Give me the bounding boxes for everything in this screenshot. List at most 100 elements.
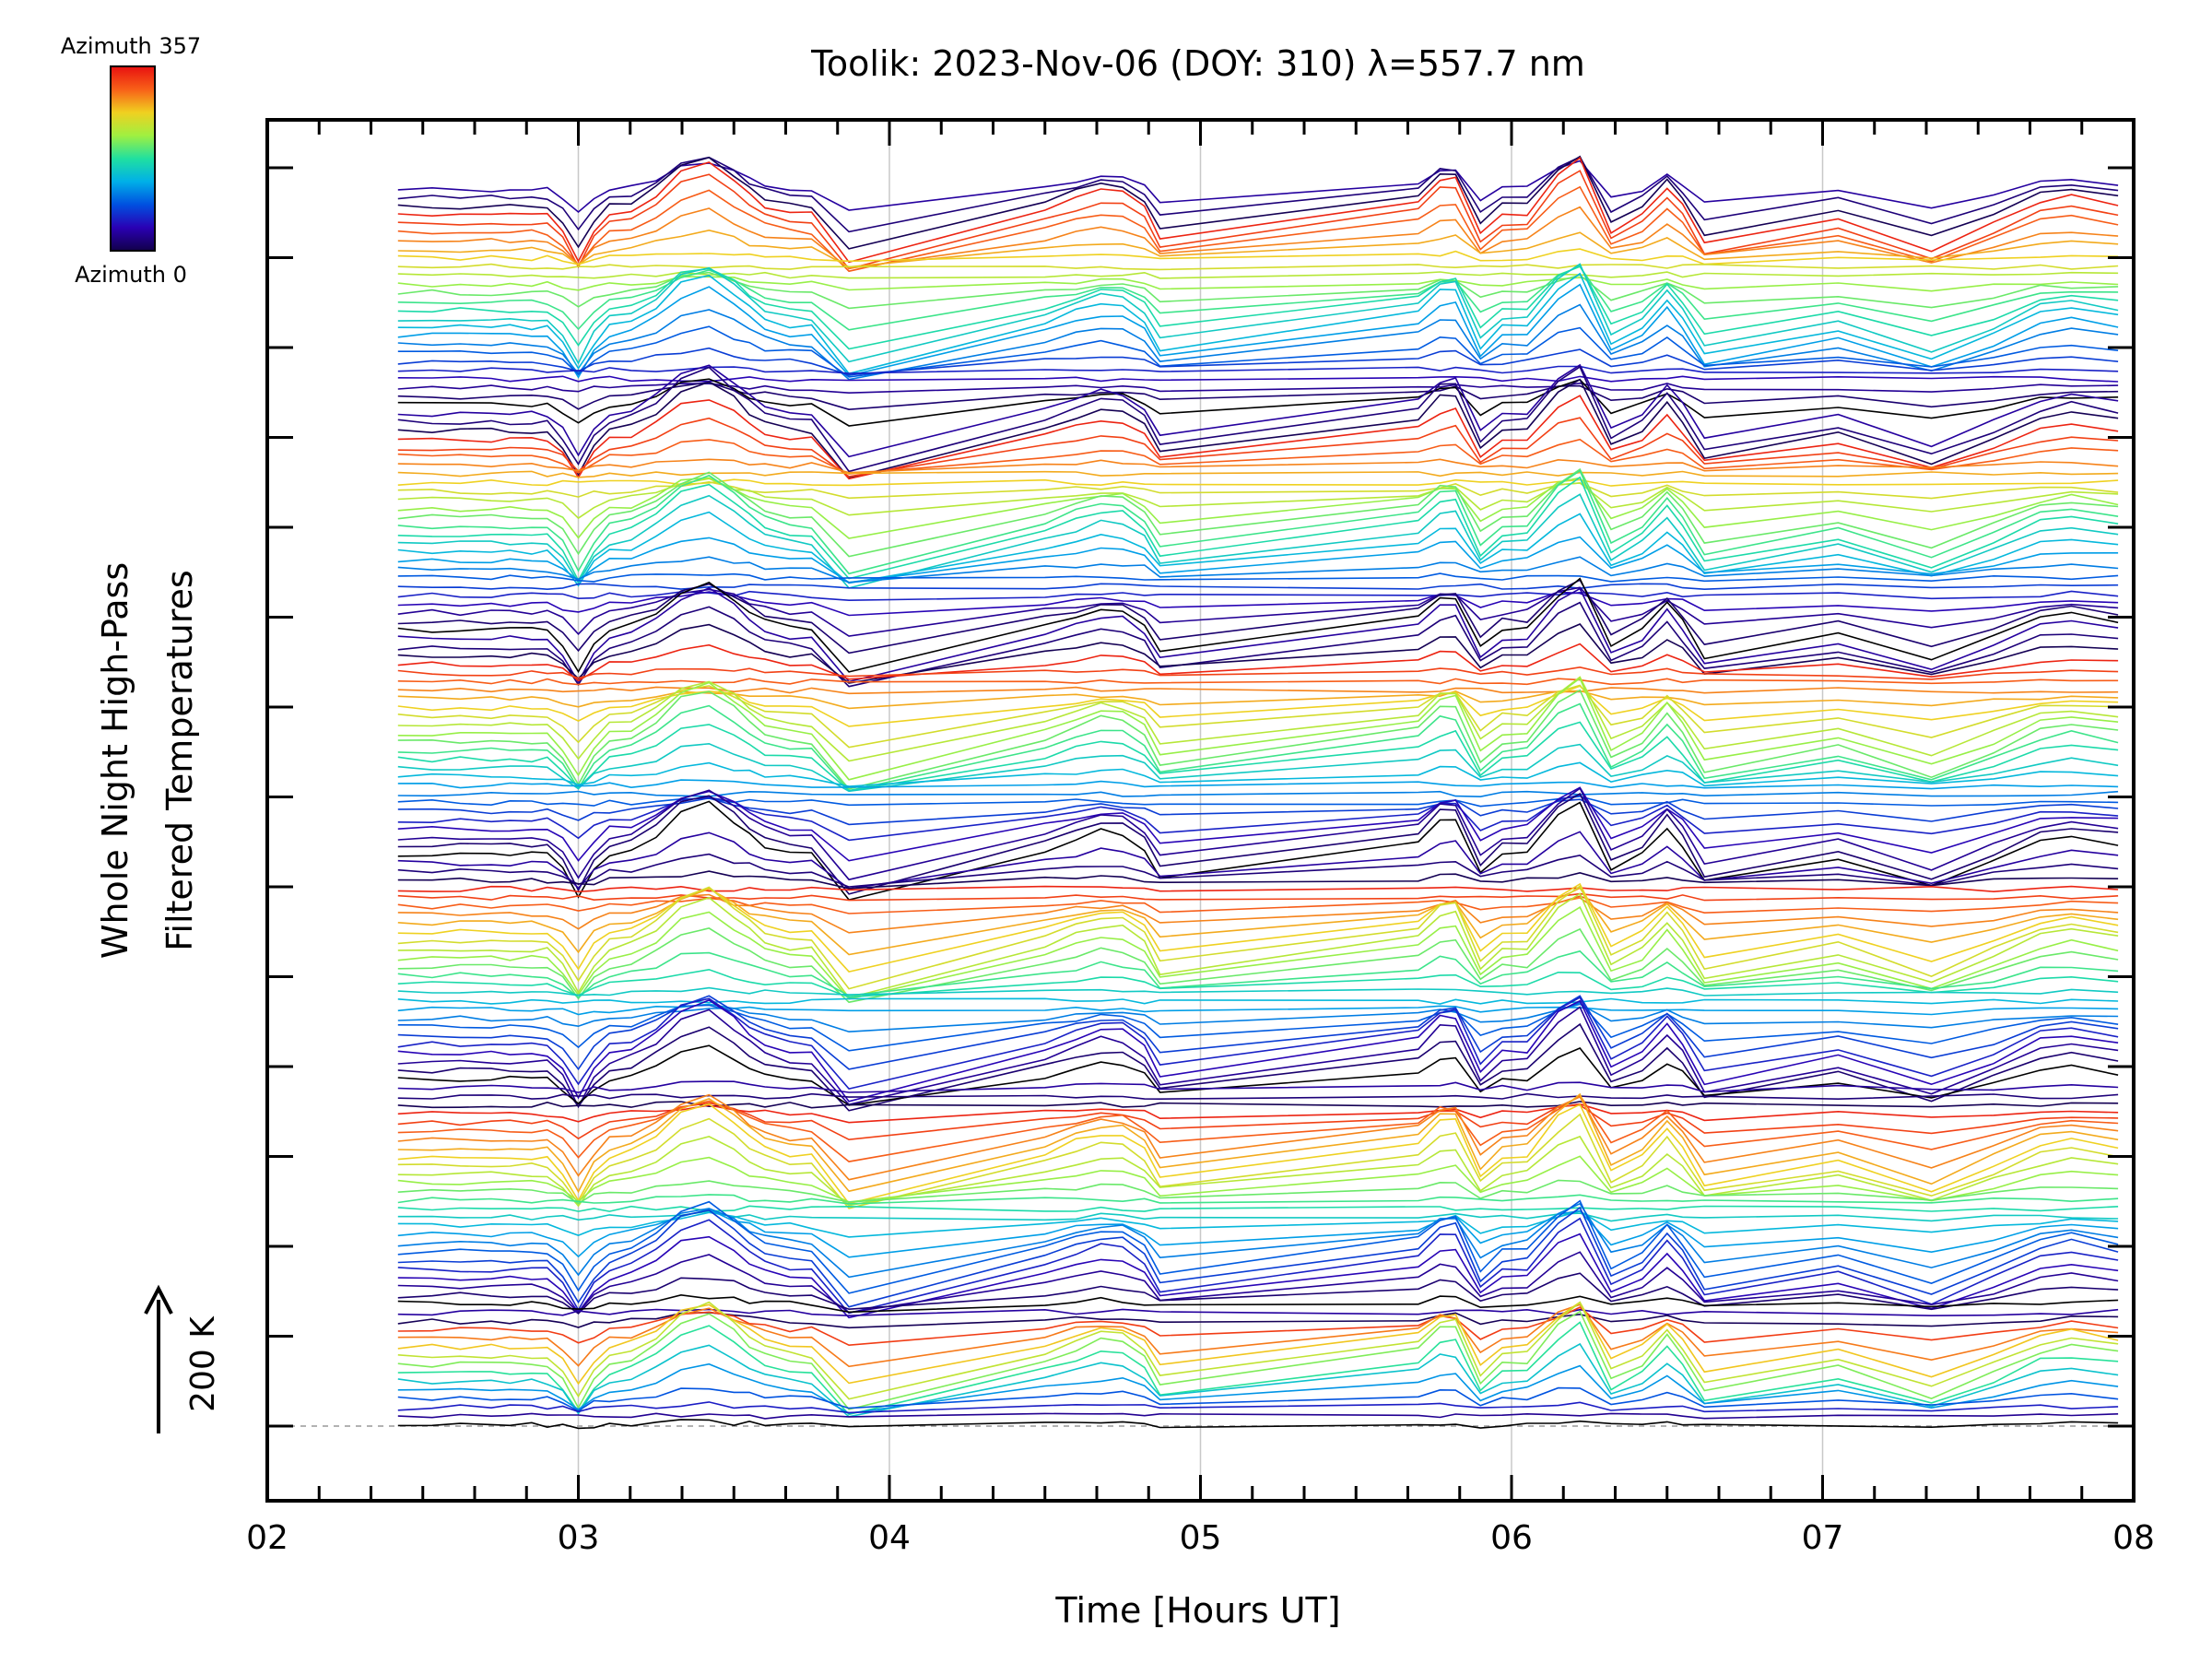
series-line [397,1080,2119,1094]
series-line [397,601,2119,688]
azimuth-colorbar: Azimuth 357 Azimuth 0 [61,33,201,288]
series-line [397,458,2119,474]
series-line [397,721,2119,792]
series-line [397,1006,2119,1109]
series-line [397,790,2119,798]
series-line [397,1001,2119,1052]
series-line [397,893,2119,934]
series-line [397,1362,2119,1415]
series-line [397,986,2119,997]
series-line [397,1301,2119,1386]
series-line [397,1301,2119,1400]
series-layer [397,155,2119,1430]
series-line [397,1003,2119,1016]
series-line [397,892,2119,999]
series-line [397,999,2119,1103]
series-line [397,1194,2119,1205]
series-line [397,276,2119,292]
series-line [397,1233,2119,1319]
x-tick-label: 06 [1490,1519,1533,1557]
series-line [397,831,2119,890]
series-line [397,478,2119,487]
series-line [397,591,2119,617]
y-axis-title-line1: Whole Night High-Pass [95,562,135,959]
axes-layer: 02 03 04 05 06 07 08 [246,118,2155,1557]
series-line [397,685,2119,727]
series-line [397,1210,2119,1222]
series-line [397,470,2119,478]
series-line [397,1209,2119,1258]
series-line [397,378,2119,479]
series-line [397,684,2119,749]
series-line [397,572,2119,583]
series-line [397,676,2119,762]
series-line [397,378,2119,427]
scale-bar-label: 200 K [184,1315,222,1412]
series-line [397,263,2119,365]
series-line [397,271,2119,310]
series-line [397,1293,2119,1314]
series-line [397,997,2119,1005]
series-line [397,536,2119,584]
series-line [397,1311,2119,1329]
series-line [397,1093,2119,1181]
series-line [397,800,2119,901]
x-tick-label: 02 [246,1519,288,1557]
series-line [397,229,2119,268]
series-line [397,689,2119,790]
series-line [397,1044,2119,1106]
series-line [397,892,2119,902]
series-line [397,478,2119,520]
series-line [397,678,2119,686]
series-line [397,476,2119,583]
series-line [397,853,2119,888]
series-line [397,996,2119,1090]
series-line [397,157,2119,264]
scale-bar: 200 K [144,1284,222,1433]
series-line [397,272,2119,375]
series-line [397,1401,2119,1414]
colorbar-top-label: Azimuth 357 [61,33,201,59]
series-line [397,968,2119,998]
series-line [397,686,2119,695]
x-axis-title: Time [Hours UT] [1054,1590,1340,1631]
series-line [397,395,2119,480]
scale-bar-arrow-head-icon [144,1284,173,1315]
series-line [397,895,2119,914]
series-line [397,1199,2119,1294]
series-line [397,263,2119,271]
series-line [397,469,2119,575]
series-line [397,1303,2119,1368]
series-line [397,347,2119,376]
series-line [397,677,2119,781]
series-line [397,794,2119,842]
series-line [397,382,2119,395]
series-line [397,1103,2119,1124]
series-line [397,303,2119,381]
series-line [397,248,2119,265]
series-line [397,623,2119,684]
series-line [397,156,2119,233]
series-line [397,579,2119,655]
series-line [397,792,2119,895]
series-line [397,271,2119,279]
x-tick-label: 03 [558,1519,600,1557]
series-line [397,1092,2119,1194]
series-line [397,1251,2119,1314]
series-line [397,643,2119,682]
series-line [397,761,2119,787]
series-line [397,1179,2119,1205]
series-line [397,1217,2119,1315]
series-line [397,1135,2119,1208]
series-line [397,887,2119,956]
series-line [397,1094,2119,1162]
series-line [397,885,2119,893]
series-line [397,265,2119,350]
series-line [397,206,2119,270]
series-line [397,1102,2119,1141]
series-line [397,995,2119,1071]
x-tick-label: 05 [1180,1519,1222,1557]
series-line [397,583,2119,591]
